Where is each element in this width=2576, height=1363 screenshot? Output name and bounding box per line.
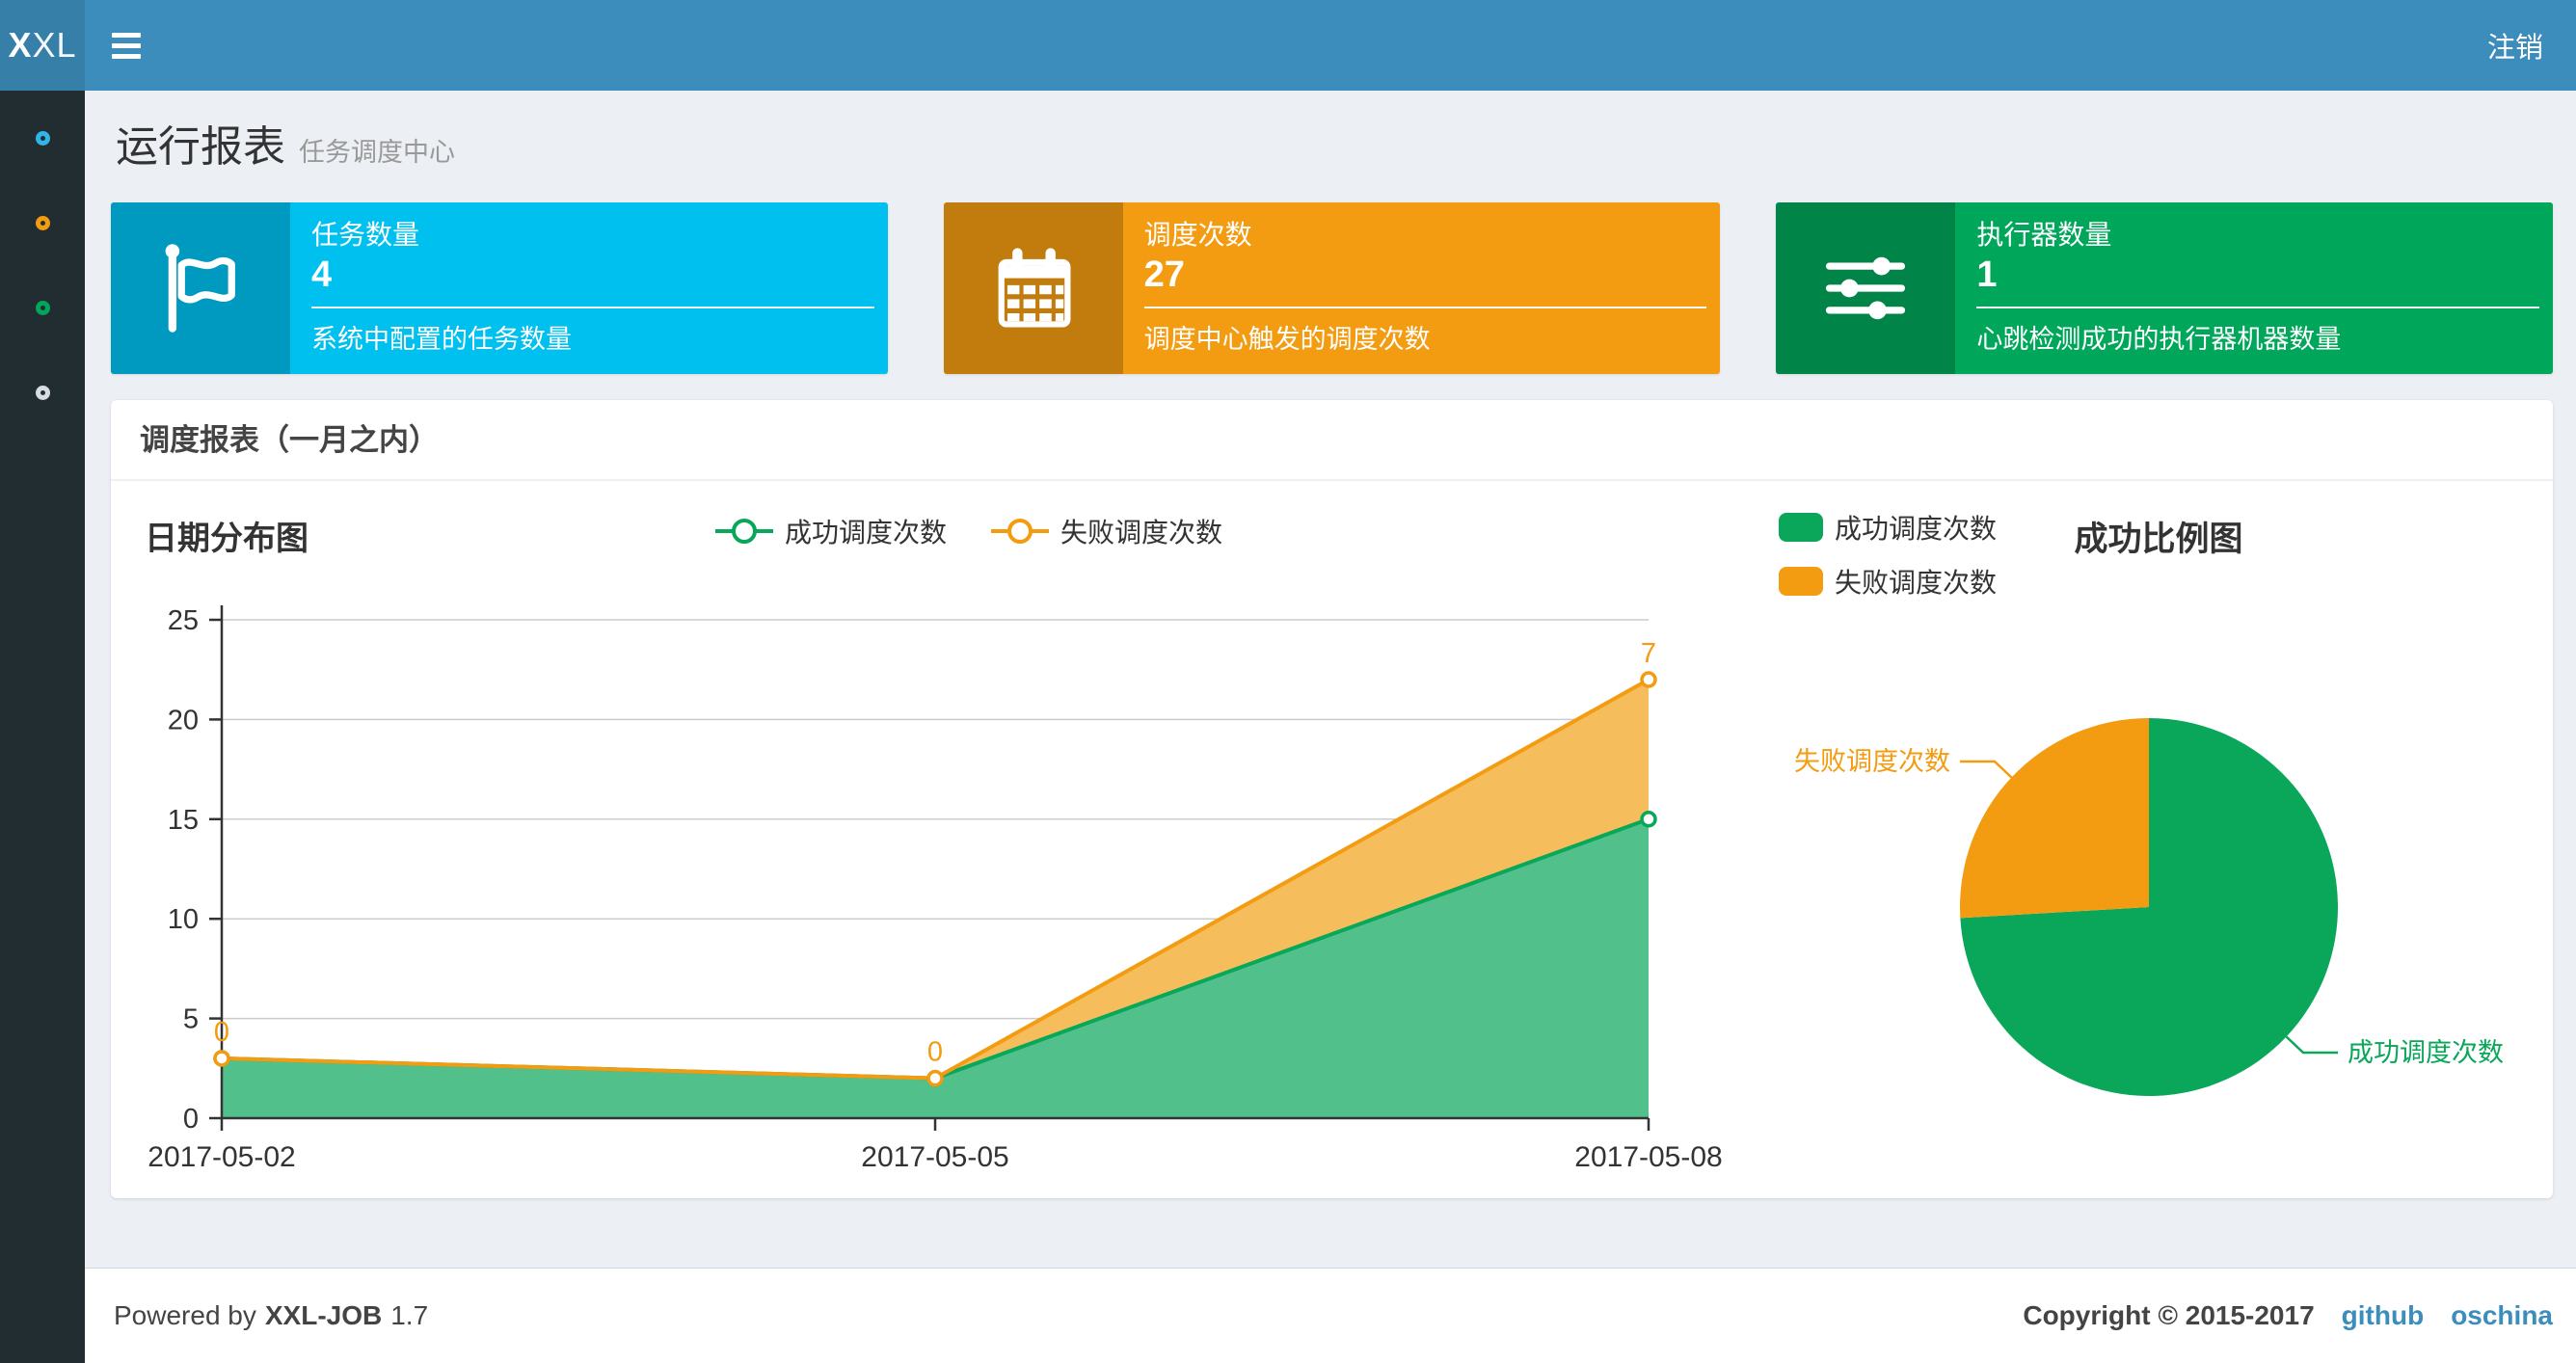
stat-box-jobs: 任务数量 4 系统中配置的任务数量 [111, 202, 888, 374]
product-version: 1.7 [390, 1300, 429, 1330]
logo[interactable]: X XL [0, 0, 85, 91]
report-panel: 调度报表（一月之内） 日期分布图 成功调度次数 失败调度次数 [111, 400, 2553, 1198]
copyright-text: Copyright © 2015-2017 [2023, 1300, 2315, 1330]
stat-value: 4 [311, 254, 333, 295]
page-title: 运行报表 [116, 123, 285, 171]
legend-swatch [1779, 567, 1823, 596]
powered-by-text: Powered by [114, 1300, 256, 1330]
line-area-fail [222, 680, 1649, 1079]
stat-label: 调度次数 [1143, 220, 1252, 250]
line-legend-icon [715, 519, 773, 544]
logout-button[interactable]: 注销 [2486, 33, 2543, 64]
svg-text:0: 0 [214, 1017, 229, 1048]
pie-chart-legend: 成功调度次数 失败调度次数 [1779, 508, 1997, 601]
line-chart-title: 日期分布图 [145, 521, 309, 557]
pie-slice [1959, 718, 2149, 919]
page-header: 运行报表 任务调度中心 [116, 112, 455, 174]
svg-text:0: 0 [183, 1104, 199, 1135]
stat-box-triggers: 调度次数 27 调度中心触发的调度次数 [943, 202, 1721, 374]
svg-text:0: 0 [927, 1037, 943, 1068]
sliders-icon [1776, 202, 1956, 374]
oschina-link[interactable]: oschina [2451, 1300, 2553, 1330]
sidebar-item-4[interactable] [0, 350, 85, 435]
product-name: XXL-JOB [264, 1300, 383, 1330]
stat-value: 1 [1976, 254, 1998, 295]
svg-text:25: 25 [168, 605, 199, 636]
stat-description: 调度中心触发的调度次数 [1143, 325, 1431, 354]
svg-text:失败调度次数: 失败调度次数 [1794, 747, 1950, 776]
stat-description: 心跳检测成功的执行器机器数量 [1976, 325, 2342, 354]
svg-text:2017-05-08: 2017-05-08 [1574, 1141, 1722, 1173]
circle-icon [35, 385, 50, 400]
svg-text:10: 10 [168, 904, 199, 935]
svg-text:15: 15 [168, 805, 199, 836]
legend-item-fail[interactable]: 失败调度次数 [1779, 562, 1997, 601]
line-area-success [222, 818, 1649, 1118]
github-link[interactable]: github [2341, 1300, 2425, 1330]
flag-icon [111, 202, 290, 374]
logo-bold: X [8, 25, 33, 65]
circle-icon [35, 130, 50, 146]
legend-item-fail[interactable]: 失败调度次数 [991, 512, 1222, 550]
sidebar-item-2[interactable] [0, 180, 85, 265]
circle-icon [35, 215, 50, 230]
line-legend-icon [991, 519, 1050, 544]
navbar: X XL 注销 [0, 0, 2576, 91]
legend-item-success[interactable]: 成功调度次数 [715, 512, 947, 550]
panel-title: 调度报表（一月之内） [111, 400, 2553, 481]
logo-rest: XL [32, 25, 77, 65]
svg-text:成功调度次数: 成功调度次数 [2348, 1038, 2504, 1067]
hamburger-icon [112, 32, 141, 38]
stat-box-executors: 执行器数量 1 心跳检测成功的执行器机器数量 [1776, 202, 2554, 374]
svg-text:2017-05-05: 2017-05-05 [861, 1141, 1008, 1173]
sidebar-toggle-button[interactable] [85, 0, 168, 91]
circle-icon [35, 300, 50, 315]
legend-swatch [1779, 513, 1823, 542]
calendar-icon [943, 202, 1123, 374]
stat-label: 执行器数量 [1976, 220, 2112, 250]
svg-text:5: 5 [183, 1004, 199, 1035]
page-subtitle: 任务调度中心 [299, 138, 455, 167]
stats-row: 任务数量 4 系统中配置的任务数量 [111, 202, 2554, 374]
svg-text:7: 7 [1641, 638, 1656, 669]
stat-description: 系统中配置的任务数量 [311, 325, 572, 354]
main-content: 运行报表 任务调度中心 任务数量 4 系统中配置的任务数量 [85, 91, 2576, 1268]
line-chart-legend: 成功调度次数 失败调度次数 [715, 512, 1222, 550]
footer: Powered by XXL-JOB 1.7 Copyright © 2015-… [85, 1268, 2576, 1363]
pie-chart-title: 成功比例图 [2074, 521, 2243, 558]
svg-text:2017-05-02: 2017-05-02 [148, 1141, 295, 1173]
legend-item-success[interactable]: 成功调度次数 [1779, 508, 1997, 547]
svg-text:20: 20 [168, 705, 199, 735]
stat-label: 任务数量 [311, 220, 420, 250]
pie-slice [1960, 718, 2338, 1096]
sidebar-item-3[interactable] [0, 265, 85, 350]
sidebar [0, 91, 85, 1363]
sidebar-item-1[interactable] [0, 95, 85, 180]
stat-value: 27 [1143, 254, 1185, 295]
